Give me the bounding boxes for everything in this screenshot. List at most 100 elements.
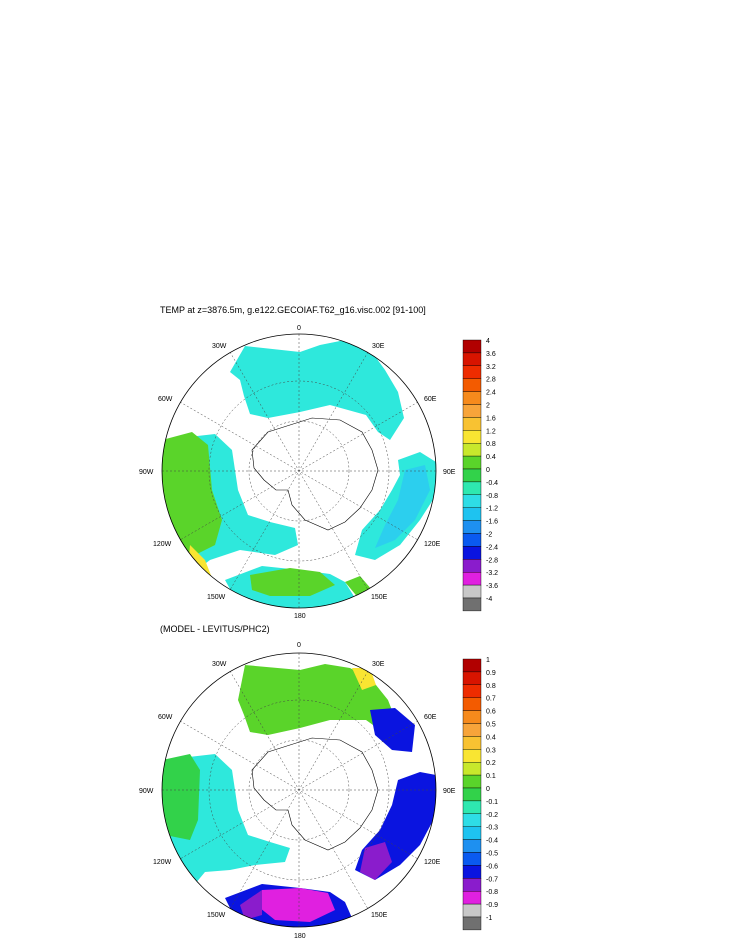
panel1-lon-150w: 150W xyxy=(207,594,226,601)
panel1-colorbar-swatch xyxy=(462,339,482,354)
panel1-colorbar-swatch xyxy=(462,584,482,599)
panel1-colorbar-swatch xyxy=(462,597,482,612)
panel1-map xyxy=(161,333,437,609)
panel1-lon-top: 0 xyxy=(297,325,301,332)
panel2-colorbar-swatch xyxy=(462,903,482,918)
panel2-colorbar-label: -0.6 xyxy=(486,863,498,870)
panel2-lon-120e: 120E xyxy=(424,859,441,866)
panel1-colorbar-label: 3.2 xyxy=(486,364,496,371)
panel1-colorbar-swatch xyxy=(462,559,482,573)
panel1-field-indian-deep xyxy=(375,465,430,548)
panel2-colorbar-swatch xyxy=(462,787,482,802)
panel1-lon-30e: 30E xyxy=(372,343,385,350)
panel2-lon-top: 0 xyxy=(297,642,301,649)
panel2-colorbar-swatch xyxy=(462,736,482,750)
panel1-colorbar-label: 0.8 xyxy=(486,441,496,448)
panel2-colorbar-swatch xyxy=(462,697,482,711)
panel1-lon-bottom: 180 xyxy=(294,613,306,620)
panel1-colorbar-label: -1.6 xyxy=(486,519,498,526)
panel1-colorbar: 4 3.6 3.2 2.8 2.4 2 1.6 1.2 0.8 0.4 0 -0.4 -0.8 -1.2 -… xyxy=(462,338,498,612)
panel1-colorbar-swatch xyxy=(462,533,482,547)
panel1-colorbar-swatch xyxy=(462,520,482,534)
panel1-colorbar-label: -1.2 xyxy=(486,506,498,513)
panel2-colorbar-swatch xyxy=(462,878,482,892)
panel1-colorbar-label: -0.4 xyxy=(486,480,498,487)
panel1-colorbar-label: -2 xyxy=(486,532,492,539)
panel2-colorbar-swatch xyxy=(462,800,482,815)
panel1-lon-60w: 60W xyxy=(158,396,173,403)
panel1-colorbar-swatch xyxy=(462,572,482,586)
panel2-colorbar-label: -0.1 xyxy=(486,799,498,806)
panel2-colorbar-swatch xyxy=(462,774,482,789)
panel2-map xyxy=(161,652,437,928)
panel2-longitude-labels: 0 30W 30E 60W 60E 90W 90E 120W 120E 150W… xyxy=(139,642,456,940)
panel2-colorbar-swatch xyxy=(462,710,482,724)
panel1-colorbar-swatch xyxy=(462,481,482,495)
panel2-colorbar-label: 0.9 xyxy=(486,670,496,677)
panel2-colorbar-swatch xyxy=(462,891,482,905)
panel2-colorbar-swatch xyxy=(462,684,482,698)
panel2-colorbar-label: -0.7 xyxy=(486,876,498,883)
panel1-colorbar-label: 2.4 xyxy=(486,390,496,397)
panel2-field-purple xyxy=(360,842,392,880)
panel1-colorbar-swatch xyxy=(462,430,482,444)
panel1-colorbar-label: -3.2 xyxy=(486,570,498,577)
panel1-lon-60e: 60E xyxy=(424,396,437,403)
panel2-colorbar-swatch xyxy=(462,723,482,737)
panel1-colorbar-label: -2.4 xyxy=(486,544,498,551)
panel2-lon-90w: 90W xyxy=(139,788,154,795)
panel1-colorbar-swatch xyxy=(462,468,482,483)
panel2-colorbar-swatch xyxy=(462,826,482,840)
panel1-colorbar-label: 2.8 xyxy=(486,377,496,384)
panel2-lon-90e: 90E xyxy=(443,788,456,795)
panel2-colorbar-label: 0.3 xyxy=(486,747,496,754)
panel2-field-west-green xyxy=(162,754,200,840)
panel2-lon-150e: 150E xyxy=(371,912,388,919)
panel1-colorbar-swatch xyxy=(462,404,482,418)
panel1-antarctica xyxy=(251,417,379,531)
panel2-colorbar-label: 1 xyxy=(486,657,490,664)
panel2-colorbar-label: -0.9 xyxy=(486,902,498,909)
panel2-colorbar-label: 0.5 xyxy=(486,722,496,729)
panel2-colorbar-label: 0.1 xyxy=(486,773,496,780)
panel1-colorbar-label: -0.8 xyxy=(486,493,498,500)
panel2-lon-60e: 60E xyxy=(424,714,437,721)
panel1-colorbar-label: -2.8 xyxy=(486,557,498,564)
panel2-colorbar-label: 0 xyxy=(486,786,490,793)
panel1-lon-90e: 90E xyxy=(443,469,456,476)
panel2-lon-150w: 150W xyxy=(207,912,226,919)
panel2-colorbar-swatch xyxy=(462,658,482,673)
panel2-colorbar-swatch xyxy=(462,839,482,853)
panel1-lon-30w: 30W xyxy=(212,343,227,350)
panel1-colorbar-swatch xyxy=(462,443,482,457)
panel1-lon-120w: 120W xyxy=(153,541,172,548)
panel2-antarctica xyxy=(251,737,379,851)
panel2-colorbar-label: -0.3 xyxy=(486,825,498,832)
panel2-field-south-magenta xyxy=(260,888,335,922)
panel2-title: (MODEL - LEVITUS/PHC2) xyxy=(160,624,270,634)
panel1-colorbar-swatch xyxy=(462,365,482,379)
panel2-colorbar-label: 0.2 xyxy=(486,760,496,767)
panel2-lon-60w: 60W xyxy=(158,714,173,721)
panel2-field-south-purple xyxy=(240,890,262,920)
panel1-longitude-labels: 0 30W 30E 60W 60E 90W 90E 120W 120E 150W… xyxy=(139,325,456,620)
panel2-colorbar-swatch xyxy=(462,671,482,686)
panel1-colorbar-label: -3.6 xyxy=(486,583,498,590)
panel1-colorbar-label: 0 xyxy=(486,467,490,474)
panel2-colorbar-label: 0.6 xyxy=(486,709,496,716)
panel1-colorbar-swatch xyxy=(462,378,482,392)
panel2-colorbar-swatch xyxy=(462,916,482,931)
panel1-field-south-green xyxy=(250,568,335,596)
panel1-colorbar-label: 4 xyxy=(486,338,490,345)
panel2-colorbar-swatch xyxy=(462,813,482,827)
panel2-colorbar-label: -0.8 xyxy=(486,889,498,896)
panel1-colorbar-label: 1.2 xyxy=(486,428,496,435)
panel1-colorbar-swatch xyxy=(462,455,482,470)
panel2-colorbar-label: -0.4 xyxy=(486,838,498,845)
panel1-colorbar-label: -4 xyxy=(486,596,492,603)
panel1-colorbar-label: 3.6 xyxy=(486,351,496,358)
panel1-colorbar-swatch xyxy=(462,507,482,521)
panel2-colorbar-label: 0.7 xyxy=(486,696,496,703)
panel2-colorbar: 1 0.9 0.8 0.7 0.6 0.5 0.4 0.3 0.2 0.1 0 -0.1 -0.2 -0.… xyxy=(462,657,498,931)
panel1-lon-90w: 90W xyxy=(139,469,154,476)
